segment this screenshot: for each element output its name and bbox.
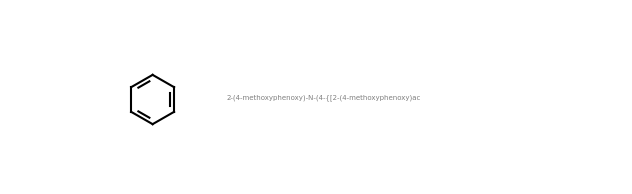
Text: 2-(4-methoxyphenoxy)-N-(4-{[2-(4-methoxyphenoxy)ac: 2-(4-methoxyphenoxy)-N-(4-{[2-(4-methoxy…	[227, 95, 421, 101]
